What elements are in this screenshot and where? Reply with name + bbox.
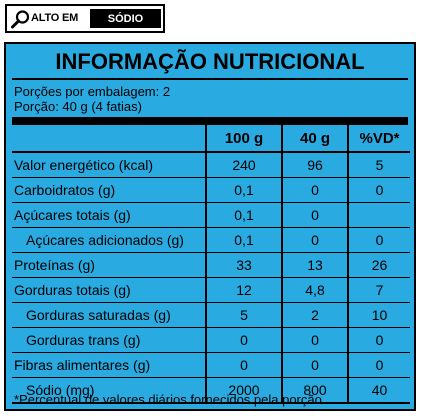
title-divider <box>12 78 408 80</box>
nutrient-label: SÓDIO <box>90 9 161 28</box>
column-header-40g: 40 g <box>281 125 348 152</box>
value-100g: 12 <box>205 277 282 303</box>
nutrition-table: 100 g 40 g %VD* Valor energético (kcal) … <box>12 125 410 404</box>
nutrient-name: Sódio (mg) <box>12 377 206 404</box>
nutrient-name: Açúcares adicionados (g) <box>12 227 206 253</box>
value-40g: 13 <box>281 252 348 278</box>
table-row: Valor energético (kcal) 240 96 5 <box>12 151 410 178</box>
value-100g: 2000 <box>205 377 282 404</box>
table-row: Carboidratos (g) 0,1 0 0 <box>12 177 410 203</box>
value-40g: 0 <box>281 227 348 253</box>
value-100g: 33 <box>205 252 282 278</box>
value-100g: 0,1 <box>205 177 282 203</box>
high-sodium-warning-badge: ALTO EM SÓDIO <box>5 4 165 33</box>
value-40g: 96 <box>281 151 348 178</box>
table-row: Açúcares adicionados (g) 0,1 0 0 <box>12 227 410 253</box>
value-40g: 0 <box>281 202 348 228</box>
value-100g: 5 <box>205 302 282 328</box>
value-40g: 0 <box>281 177 348 203</box>
nutrient-name: Valor energético (kcal) <box>12 151 206 178</box>
value-vd: 7 <box>347 277 410 303</box>
nutrient-name: Gorduras totais (g) <box>12 277 206 303</box>
value-vd: 5 <box>347 151 410 178</box>
value-100g: 0,1 <box>205 227 282 253</box>
table-row: Sódio (mg) 2000 800 40 <box>12 377 410 404</box>
nutrition-facts-panel: INFORMAÇÃO NUTRICIONAL Porções por embal… <box>4 42 416 411</box>
value-vd: 10 <box>347 302 410 328</box>
thick-divider <box>12 117 408 125</box>
value-100g: 240 <box>205 151 282 178</box>
nutrient-name: Gorduras trans (g) <box>12 327 206 353</box>
nutrient-name: Gorduras saturadas (g) <box>12 302 206 328</box>
table-row: Fibras alimentares (g) 0 0 0 <box>12 352 410 378</box>
value-40g: 0 <box>281 327 348 353</box>
value-vd: 0 <box>347 177 410 203</box>
value-vd: 0 <box>347 352 410 378</box>
value-40g: 800 <box>281 377 348 404</box>
magnifier-icon <box>11 10 30 29</box>
value-vd: 0 <box>347 327 410 353</box>
nutrient-column-header <box>12 125 206 152</box>
value-100g: 0,1 <box>205 202 282 228</box>
table-row: Açúcares totais (g) 0,1 0 <box>12 202 410 228</box>
footnote: *Percentual de valores diários fornecido… <box>14 392 326 407</box>
value-40g: 2 <box>281 302 348 328</box>
servings-per-package: Porções por embalagem: 2 <box>14 84 171 99</box>
nutrient-name: Açúcares totais (g) <box>12 202 206 228</box>
value-vd: 40 <box>347 377 410 404</box>
value-vd <box>347 202 410 228</box>
value-vd: 0 <box>347 227 410 253</box>
nutrient-name: Proteínas (g) <box>12 252 206 278</box>
table-header-row: 100 g 40 g %VD* <box>12 125 410 152</box>
table-row: Gorduras trans (g) 0 0 0 <box>12 327 410 353</box>
table-row: Gorduras totais (g) 12 4,8 7 <box>12 277 410 303</box>
nutrient-name: Fibras alimentares (g) <box>12 352 206 378</box>
value-40g: 0 <box>281 352 348 378</box>
column-header-100g: 100 g <box>205 125 282 152</box>
value-100g: 0 <box>205 327 282 353</box>
alto-em-label: ALTO EM <box>31 12 79 24</box>
value-40g: 4,8 <box>281 277 348 303</box>
value-100g: 0 <box>205 352 282 378</box>
nutrient-name: Carboidratos (g) <box>12 177 206 203</box>
table-row: Proteínas (g) 33 13 26 <box>12 252 410 278</box>
portion-size: Porção: 40 g (4 fatias) <box>14 99 142 114</box>
table-title: INFORMAÇÃO NUTRICIONAL <box>55 49 365 74</box>
value-vd: 26 <box>347 252 410 278</box>
column-header-vd: %VD* <box>347 125 410 152</box>
table-row: Gorduras saturadas (g) 5 2 10 <box>12 302 410 328</box>
